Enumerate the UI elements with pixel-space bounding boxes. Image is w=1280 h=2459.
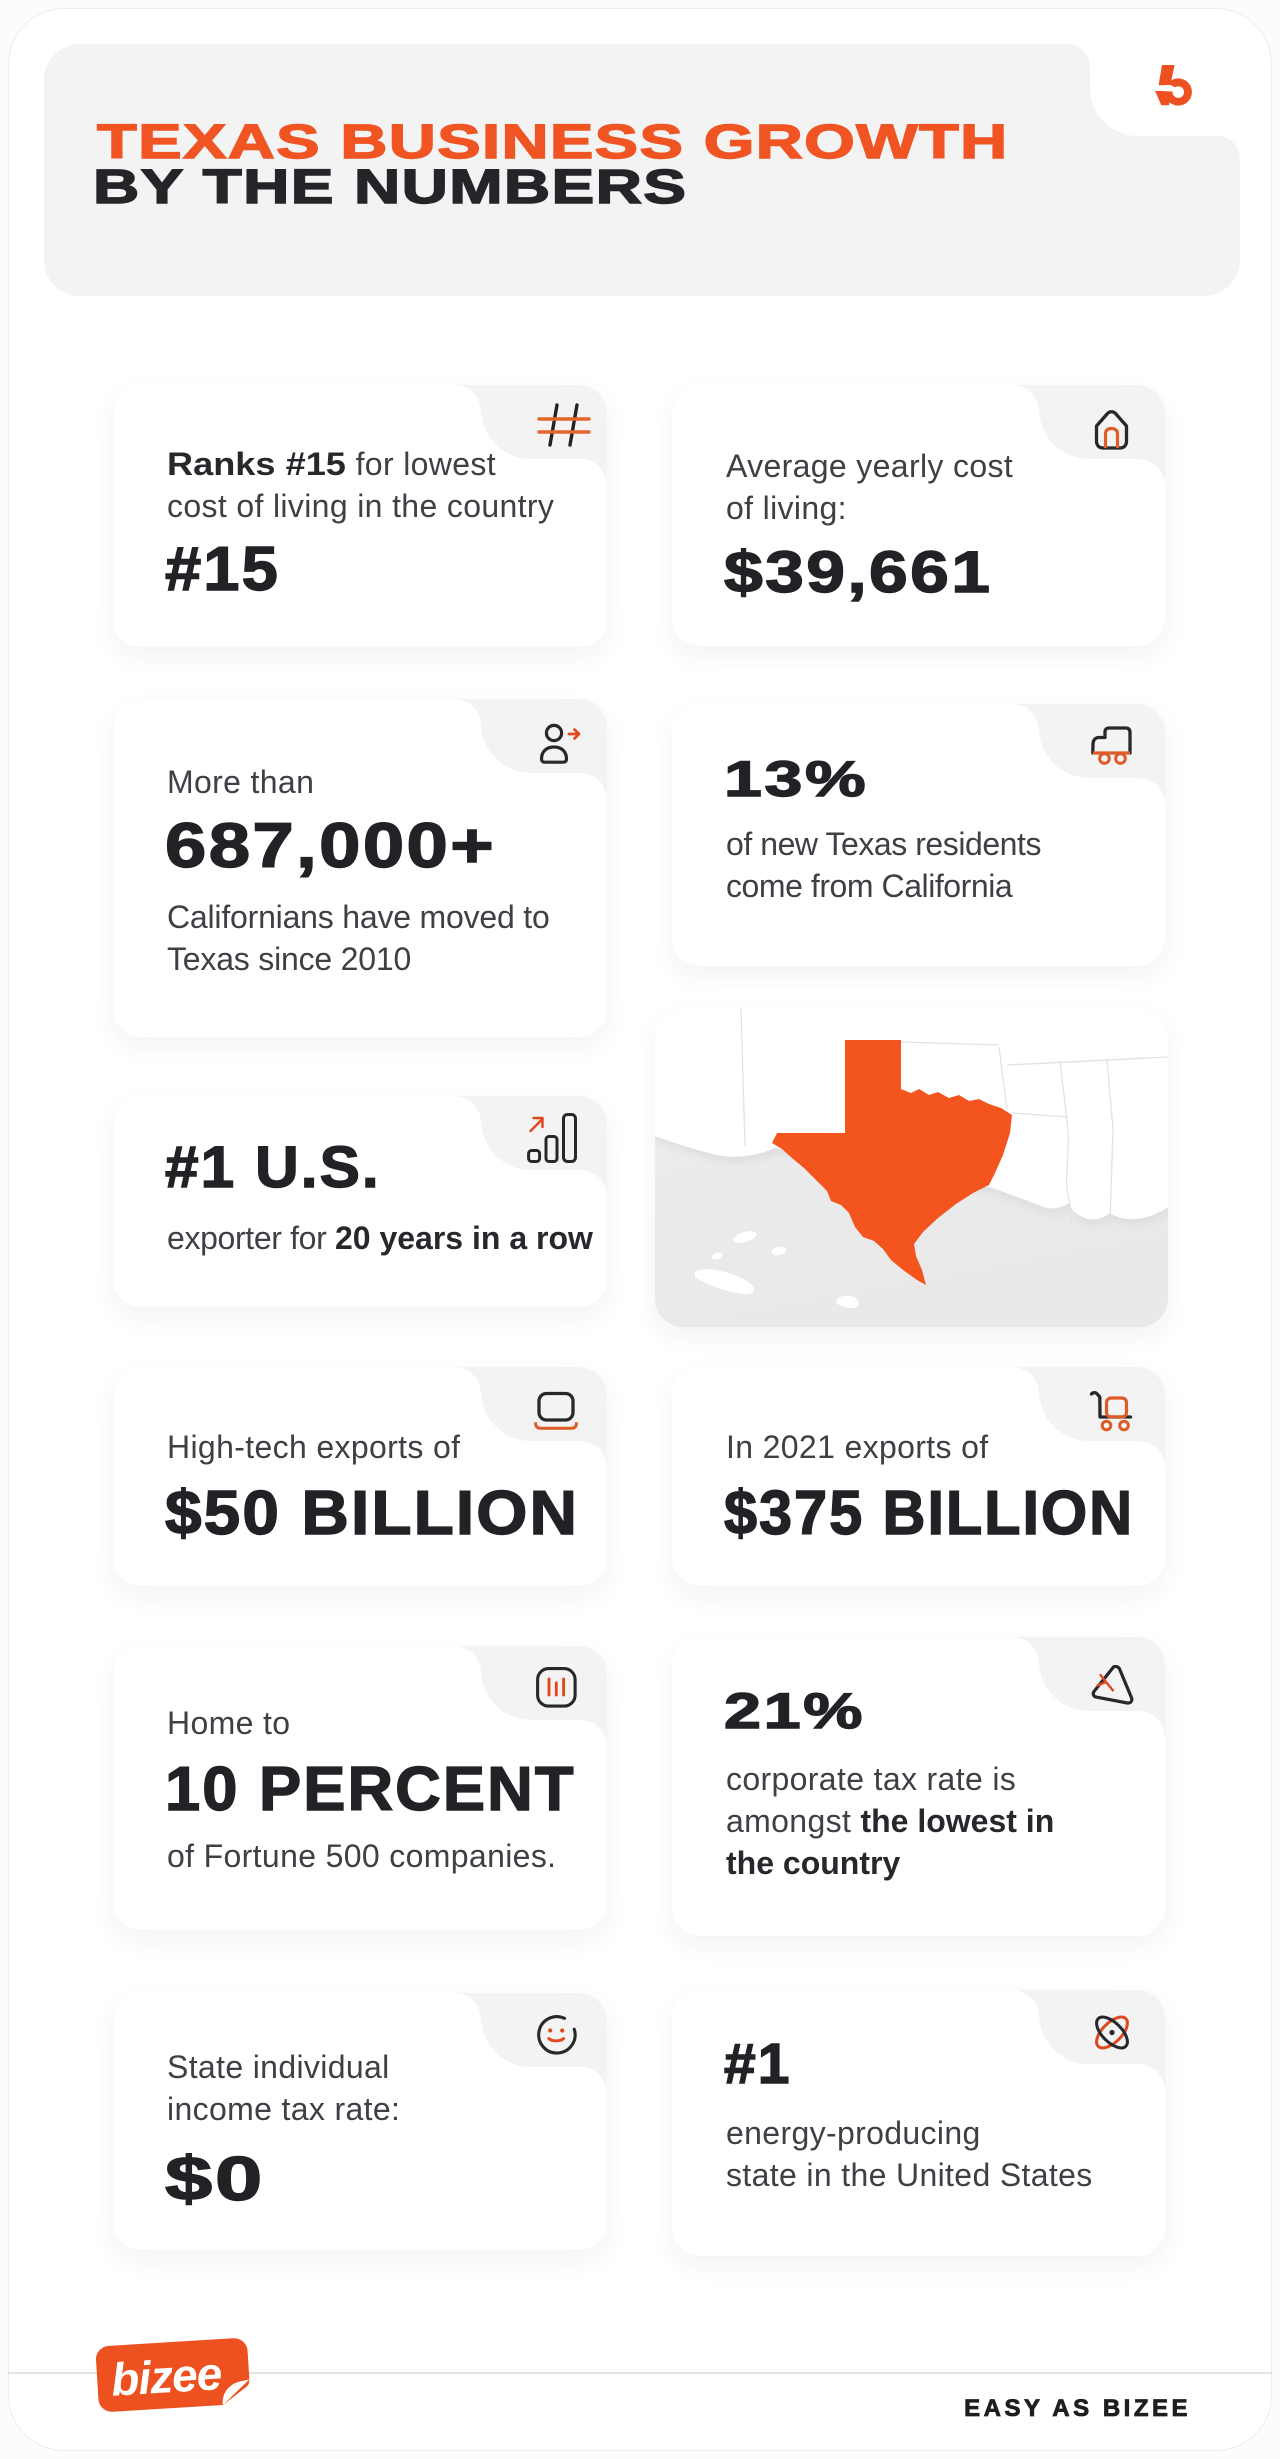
svg-text:bizee: bizee [110, 2347, 223, 2406]
